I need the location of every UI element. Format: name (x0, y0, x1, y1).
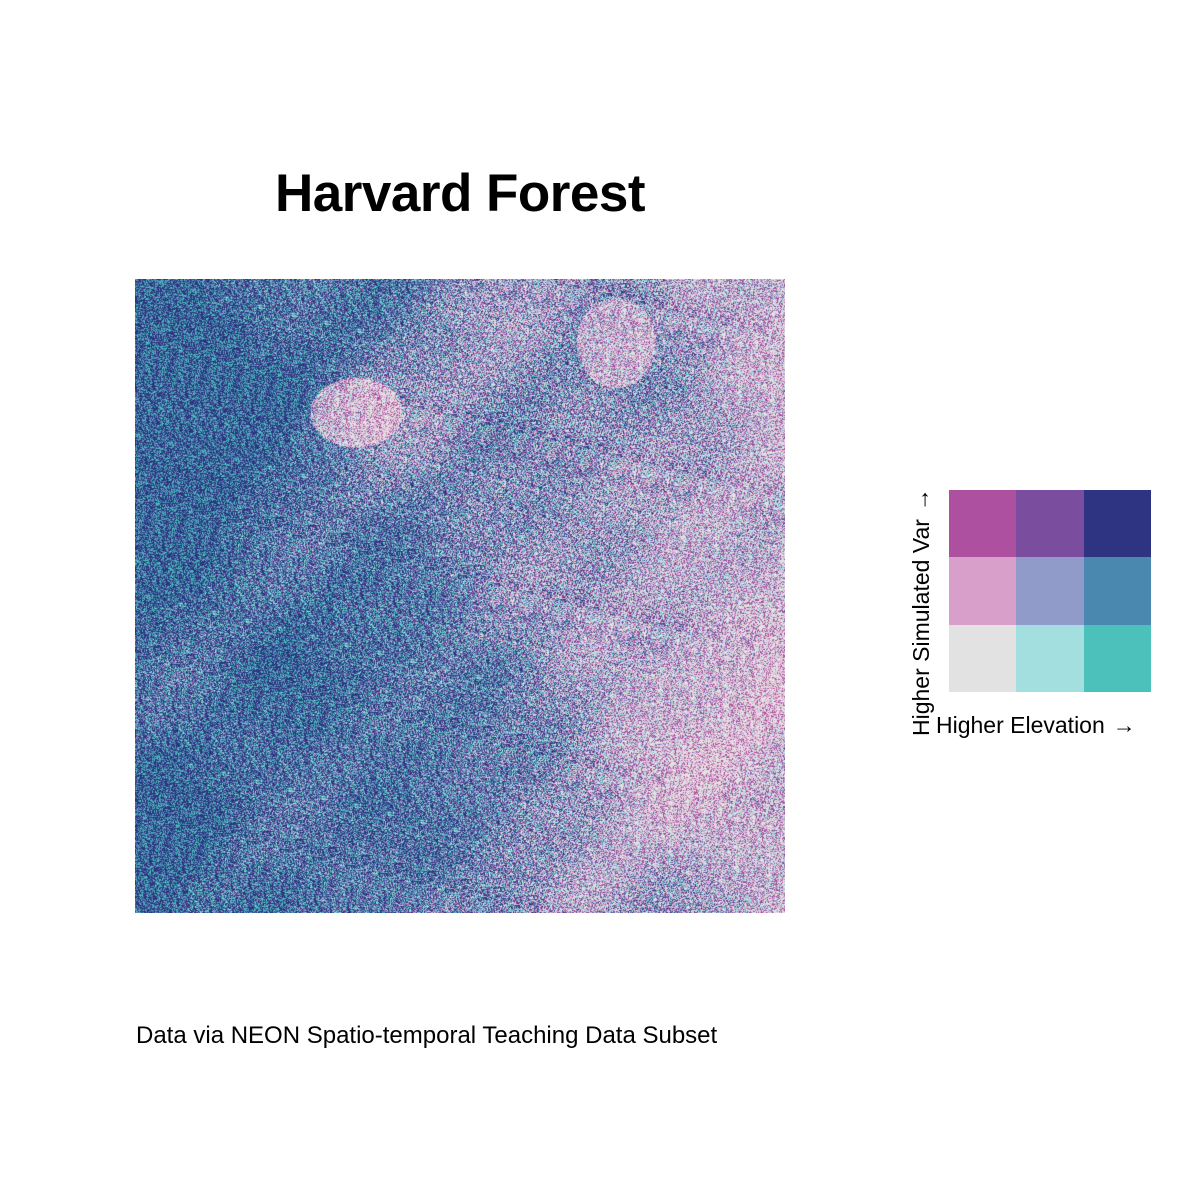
legend-cell (949, 624, 1017, 692)
legend-cell (1083, 557, 1151, 625)
legend-grid (949, 490, 1151, 692)
legend-cell (1016, 490, 1084, 558)
legend-x-text: Higher Elevation (936, 712, 1105, 738)
legend-cell (949, 557, 1017, 625)
legend-y-text: Higher Simulated Var (908, 519, 934, 736)
legend-x-label: Higher Elevation → (936, 710, 1136, 740)
legend-cell (1083, 624, 1151, 692)
legend-cell (1016, 557, 1084, 625)
up-arrow-icon: → (908, 488, 934, 512)
legend-y-label: Higher Simulated Var → (906, 488, 936, 736)
right-arrow-icon: → (1112, 712, 1136, 738)
map-raster (135, 279, 785, 913)
legend-cell (1016, 624, 1084, 692)
legend-cell (1083, 490, 1151, 558)
legend-cell (949, 490, 1017, 558)
map-caption: Data via NEON Spatio-temporal Teaching D… (136, 1022, 718, 1049)
map-title: Harvard Forest (274, 164, 646, 223)
bivariate-map (135, 279, 785, 913)
bivariate-legend: Higher Elevation → Higher Simulated Var → (890, 440, 1170, 760)
